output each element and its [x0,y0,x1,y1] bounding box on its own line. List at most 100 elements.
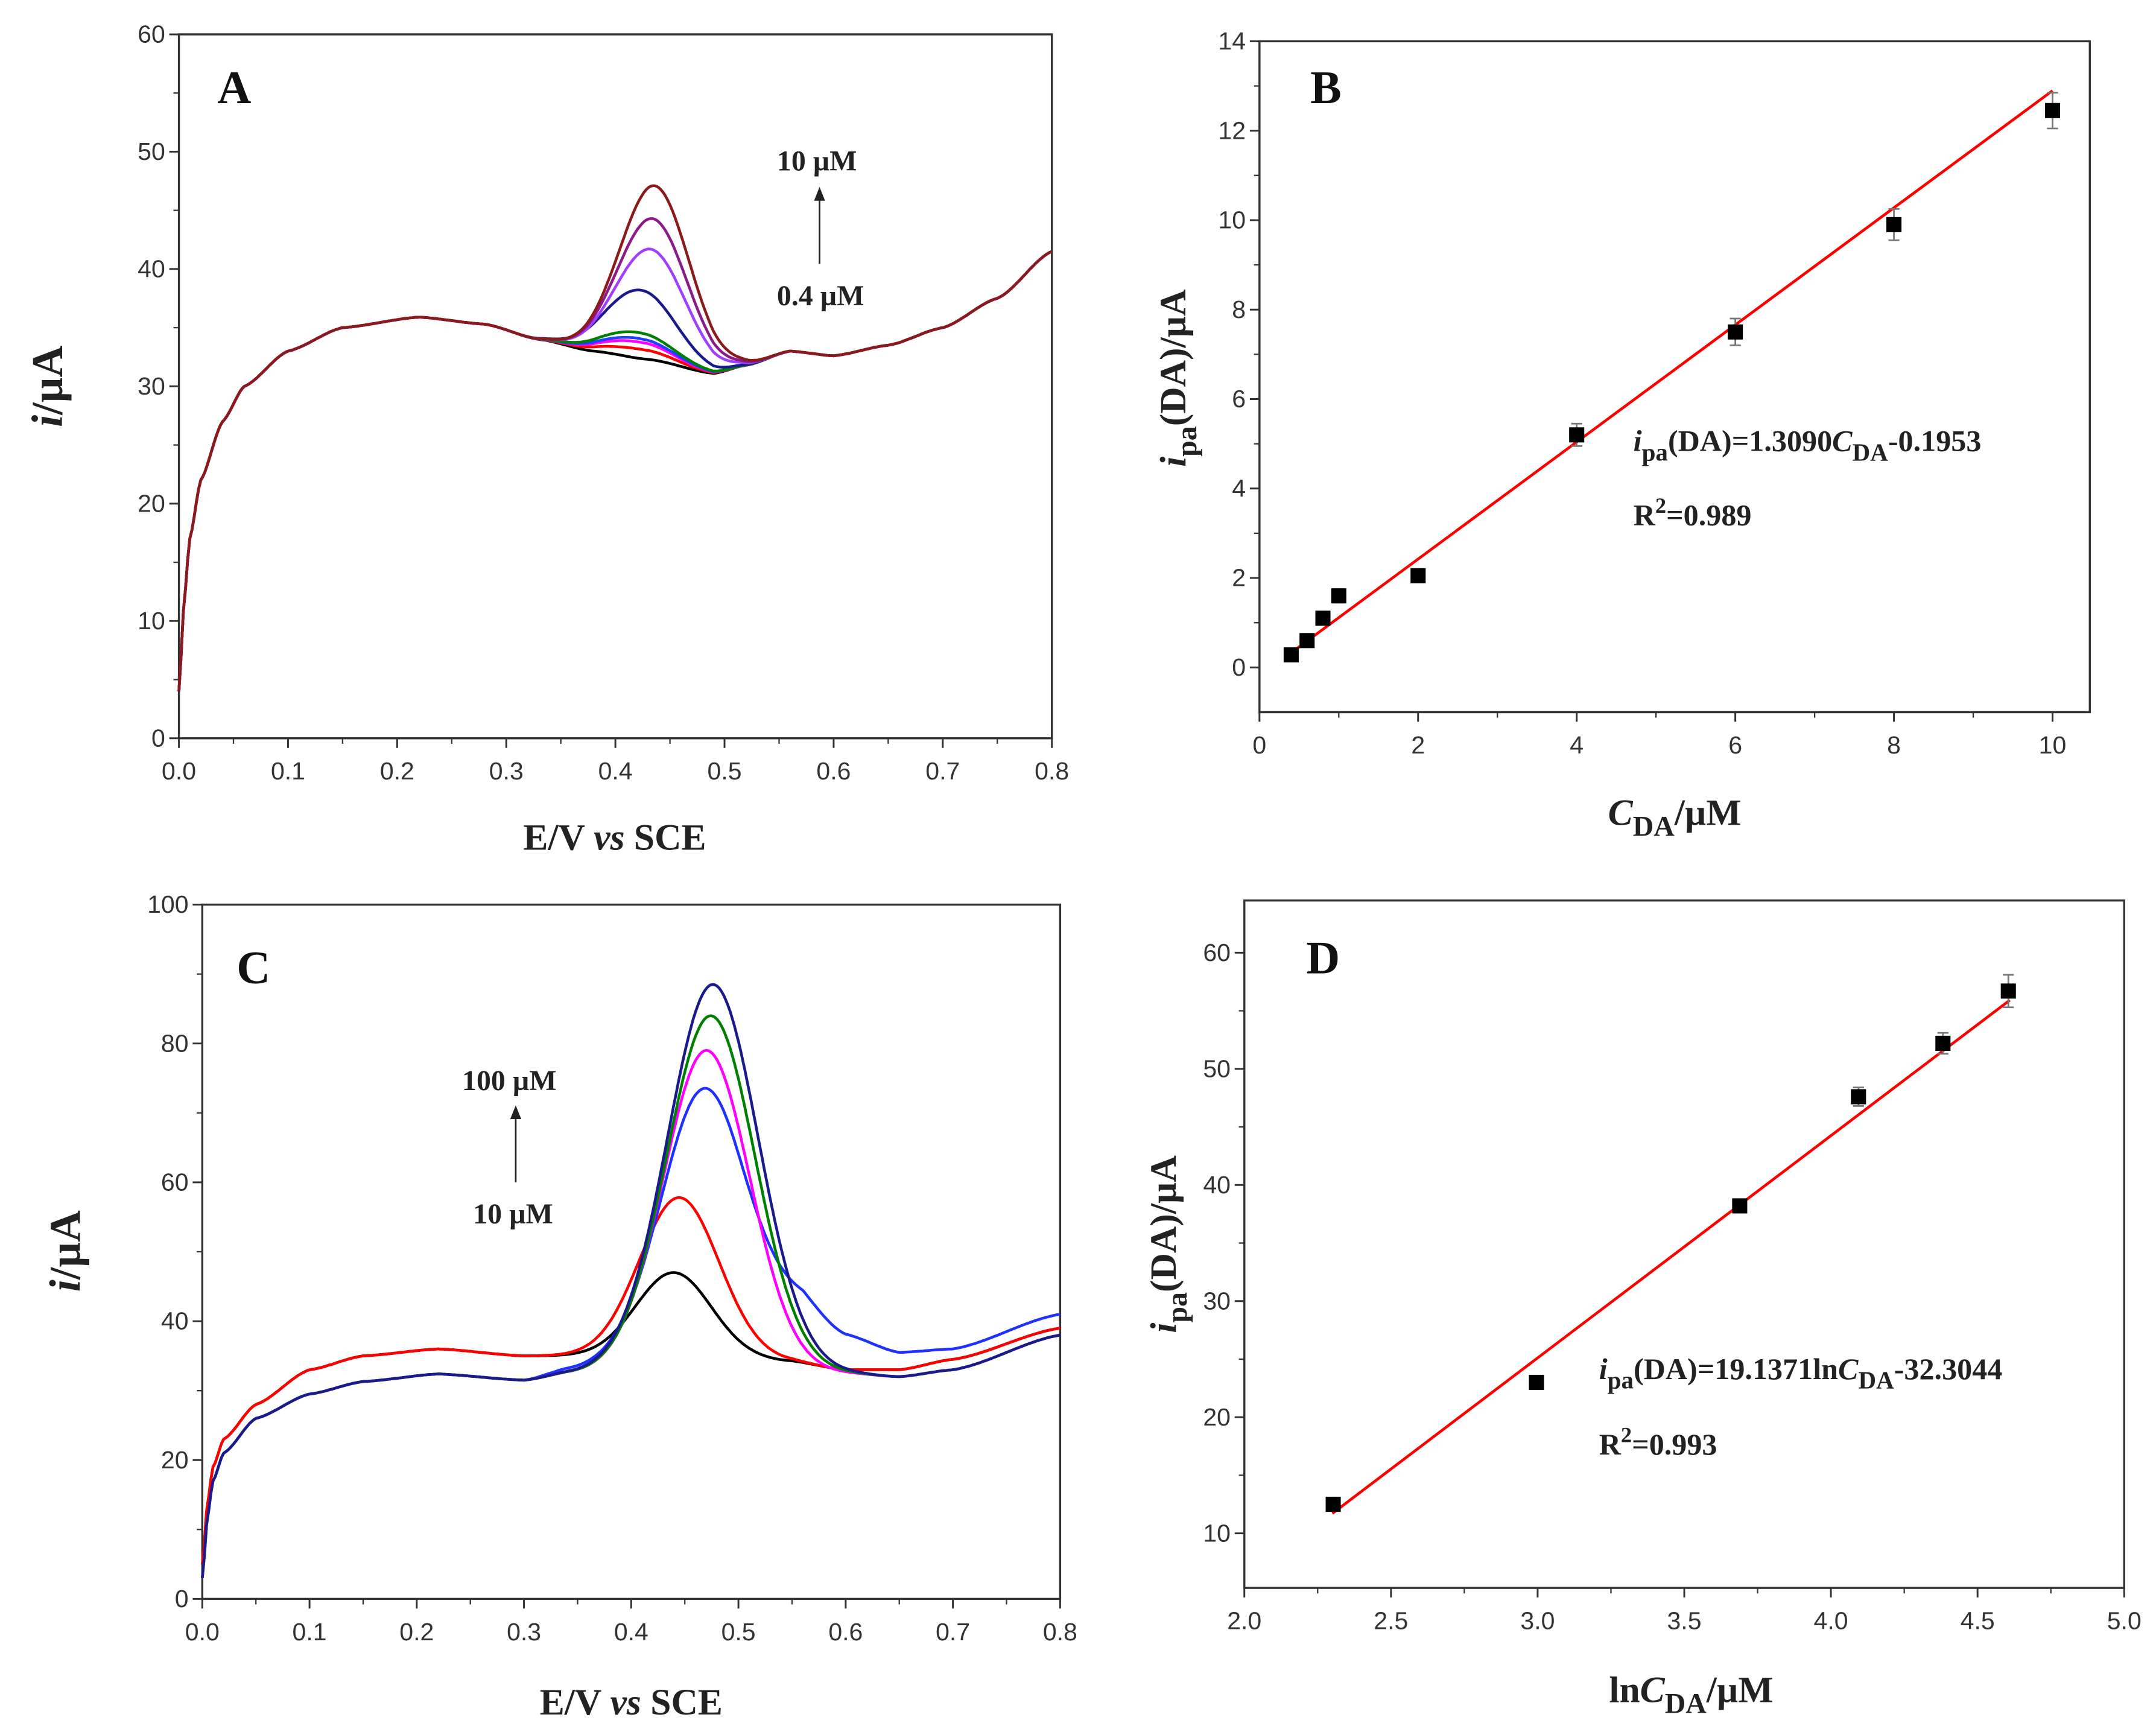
y-tick-label-a: 0 [151,724,165,752]
y-tick-label-b: 4 [1232,474,1246,502]
r-squared-d: R2=0.993 [1599,1423,1717,1462]
y-tick-label-c: 20 [161,1446,189,1474]
y-tick-label-d: 30 [1203,1287,1231,1315]
data-point-d [2000,983,2016,999]
x-tick-label-c: 0.4 [614,1618,648,1646]
x-tick-label-b: 10 [2039,731,2067,759]
fit-line-b [1290,89,2053,654]
x-tick-label-b: 4 [1570,731,1584,759]
plot-frame-c [201,903,1062,1600]
x-title-sub: DA [1633,811,1675,843]
y-tick-label-d: 40 [1203,1171,1231,1199]
y-tick-label-d: 10 [1203,1519,1231,1547]
x-title-part: E/V [540,1682,610,1723]
x-tick-label-a: 0.2 [380,757,414,785]
x-axis-title-a: E/V vs SCE [523,817,706,858]
x-tick-label-d: 2.5 [1374,1607,1408,1635]
y-title-sub: pa [1161,1292,1193,1323]
annotation-c-bottom: 10 µM [473,1198,553,1230]
plot-frame-d [1243,899,2125,1589]
fit-line-d [1331,999,2011,1515]
y-tick-label-c: 40 [161,1307,189,1335]
x-tick-label-a: 0.8 [1035,757,1069,785]
cv-curve-1-m [177,250,1053,692]
x-title-part: /µM [1706,1669,1774,1710]
x-tick-label-a: 0.7 [925,757,960,785]
y-tick-label-a: 30 [138,372,165,400]
y-title-part: /µA [23,345,72,415]
x-tick-label-b: 2 [1411,731,1425,759]
y-tick-label-a: 10 [138,607,165,635]
cv-curve-6-m [177,247,1053,692]
cv-curve-0-8-m [177,250,1053,692]
panel-b-calibration-linear: 0 2 4 6 8 10 0 2 4 6 8 10 12 14 B CDA/µM ipa(DA)/µA [1153,27,2091,843]
panel-letter-c: C [236,941,270,993]
data-point-b [1299,633,1315,649]
x-tick-label-a: 0.1 [271,757,305,785]
y-tick-label-b: 12 [1218,116,1246,144]
x-tick-label-d: 5.0 [2107,1607,2142,1635]
x-tick-label-c: 0.3 [507,1618,541,1646]
x-tick-label-b: 8 [1887,731,1901,759]
data-point-b [2044,103,2061,118]
y-tick-label-b: 2 [1232,564,1246,592]
y-title-part: /µA [41,1210,90,1280]
x-title-sub: DA [1665,1688,1707,1720]
y-axis-title-d: ipa(DA)/µA [1143,1155,1193,1333]
panel-letter-a: A [217,62,251,113]
y-title-sub: pa [1171,426,1203,457]
x-tick-label-a: 0.5 [708,757,742,785]
panel-d-calibration-log: 2.0 2.5 3.0 3.5 4.0 4.5 5.0 10 20 30 40 50 60 DlnCDA/… [1143,899,2142,1720]
y-tick-label-a: 40 [138,255,165,283]
y-axis-title-c: i/µA [41,1210,90,1292]
panel-a-cv-low-conc: 0.0 0.1 0.2 0.3 0.4 0.5 0.6 0.7 0.8 0 10 20 30 40 50 60… [23,21,1069,858]
cv-curve-20-m [201,1196,1061,1565]
cv-curve-40-m [201,1086,1061,1578]
x-tick-label-a: 0.0 [162,757,196,785]
y-tick-label-b: 10 [1218,206,1246,234]
x-title-italic: C [1640,1669,1666,1710]
x-tick-label-d: 4.5 [1961,1607,1995,1635]
cv-curve-2-m [177,250,1053,692]
y-title-part: (DA)/µA [1153,290,1194,427]
x-title-italic: C [1608,792,1634,833]
x-tick-label-c: 0.8 [1043,1618,1077,1646]
y-tick-label-c: 80 [161,1029,189,1057]
plot-frame-a [177,33,1053,740]
x-tick-label-d: 3.5 [1667,1607,1701,1635]
panel-letter-b: B [1310,62,1342,113]
x-title-italic: vs [594,817,624,858]
x-tick-label-a: 0.6 [816,757,851,785]
y-title-italic: i [41,1280,90,1292]
data-point-b [1410,568,1426,583]
y-tick-label-c: 60 [161,1169,189,1196]
y-tick-label-a: 20 [138,490,165,518]
panel-letter-d: D [1306,931,1340,983]
x-tick-label-d: 3.0 [1520,1607,1555,1635]
x-tick-label-c: 0.0 [185,1618,220,1646]
y-title-italic: i [23,415,72,427]
x-tick-label-c: 0.1 [293,1618,327,1646]
y-title-italic: i [1153,457,1194,467]
cv-curve-100-m [201,983,1061,1578]
cv-curve-60-m [201,1048,1061,1578]
x-title-part: ln [1609,1669,1640,1710]
equation-b: ipa(DA)=1.3090CDA-0.1953 [1634,423,1982,466]
cv-curve-10-m [177,184,1053,692]
y-tick-label-b: 8 [1232,296,1246,323]
annotation-a-bottom: 0.4 µM [777,280,864,312]
y-tick-label-d: 20 [1203,1403,1231,1431]
y-tick-label-d: 60 [1203,939,1231,966]
x-tick-label-c: 0.5 [721,1618,756,1646]
annotation-c-top: 100 µM [462,1065,556,1097]
y-axis-title-a: i/µA [23,345,72,427]
x-title-part: /µM [1674,792,1742,833]
data-point-b [1283,647,1299,663]
y-title-part: (DA)/µA [1143,1155,1184,1292]
arrow-a-head [814,186,825,201]
y-tick-label-a: 50 [138,138,165,165]
x-title-part: E/V [523,817,594,858]
arrow-c-head [510,1105,522,1120]
y-tick-label-c: 100 [147,890,188,918]
